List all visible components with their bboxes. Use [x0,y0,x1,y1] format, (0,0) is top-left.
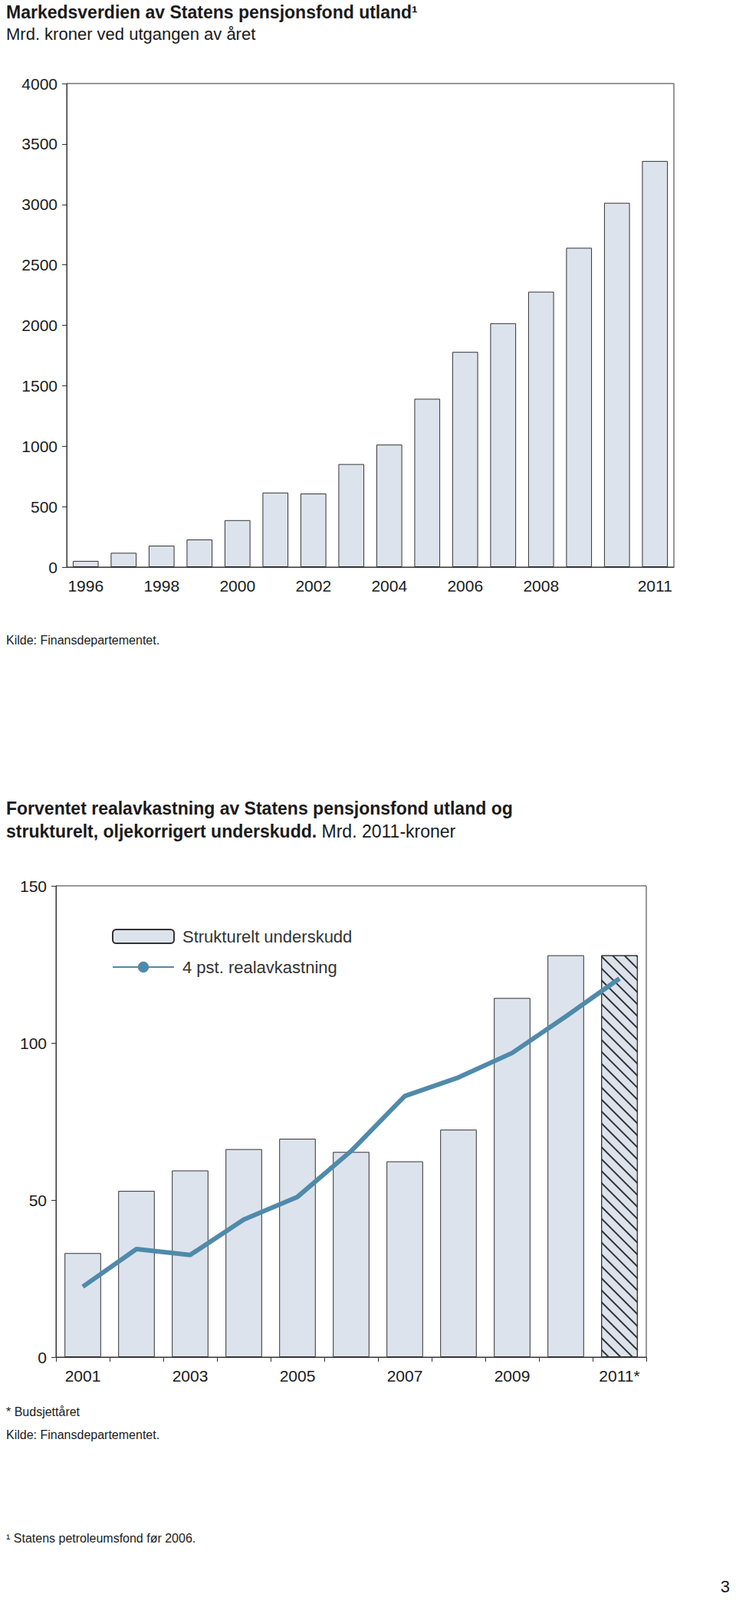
svg-text:3000: 3000 [21,195,58,214]
html-text:Kilde: Finansdepartementet.: Kilde: Finansdepartementet. [6,1429,160,1443]
svg-text:500: 500 [30,498,58,516]
svg-text:100: 100 [19,1035,47,1053]
svg-text:3500: 3500 [21,134,58,153]
svg-text:1500: 1500 [21,377,58,395]
svg-text:150: 150 [19,877,47,896]
svg-text:2003: 2003 [172,1367,209,1386]
html-text:Markedsverdien av Statens pens: Markedsverdien av Statens pensjonsfond u… [6,2,418,23]
svg-text:0: 0 [37,1349,47,1367]
svg-text:2009: 2009 [494,1367,531,1386]
svg-text:4000: 4000 [21,75,58,93]
svg-text:2011: 2011 [637,577,673,595]
svg-text:4 pst. realavkastning: 4 pst. realavkastning [182,958,338,978]
svg-text:2005: 2005 [279,1367,316,1386]
html-text:* Budsjettåret: * Budsjettåret [6,1406,80,1420]
svg-text:2500: 2500 [21,256,58,274]
svg-text:1000: 1000 [21,437,58,456]
svg-text:Strukturelt underskudd: Strukturelt underskudd [182,927,352,947]
svg-text:2002: 2002 [295,577,332,595]
html-text:Forventet realavkastning av St: Forventet realavkastning av Statens pens… [6,798,513,842]
svg-text:2011*: 2011* [598,1367,640,1386]
html-text:Kilde: Finansdepartementet.: Kilde: Finansdepartementet. [6,634,160,648]
svg-text:0: 0 [48,558,58,577]
html-text:3: 3 [720,1577,730,1597]
svg-text:2006: 2006 [446,577,483,595]
html-text:Mrd. kroner ved utgangen av år: Mrd. kroner ved utgangen av året [6,24,256,44]
svg-text:1996: 1996 [67,577,104,595]
svg-text:2001: 2001 [65,1367,102,1386]
svg-text:50: 50 [29,1192,47,1210]
svg-text:2004: 2004 [371,577,408,595]
svg-text:2000: 2000 [219,577,256,595]
html-text:¹ Statens petroleumsfond før 2: ¹ Statens petroleumsfond før 2006. [6,1532,196,1546]
svg-text:2007: 2007 [387,1367,424,1386]
svg-text:1998: 1998 [143,577,180,595]
svg-text:2000: 2000 [21,316,58,335]
svg-text:2008: 2008 [522,577,559,595]
